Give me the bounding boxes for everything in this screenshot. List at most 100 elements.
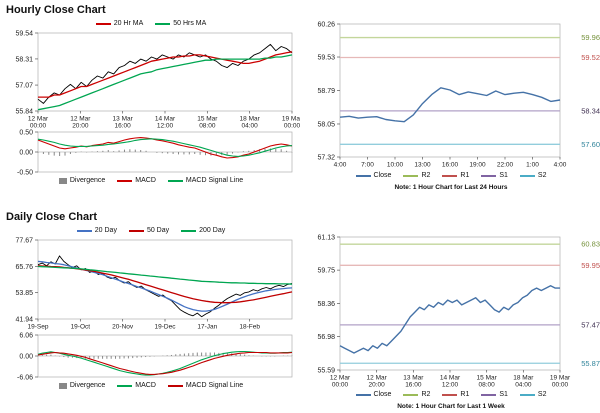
- panel-hourly-pivot: 60.26 59.53 58.79 58.05 57.32 59.96 59.52 58.34…: [300, 0, 600, 207]
- legend-label: MACD: [135, 382, 156, 389]
- y-tick-label: 59.54: [15, 31, 33, 38]
- legend-item: S2: [519, 172, 547, 179]
- series-line: [339, 87, 561, 123]
- y-tick-label: 60.26: [317, 22, 335, 29]
- pivot-level-label: 59.96: [581, 33, 600, 42]
- pivot-level-label: 55.87: [581, 359, 600, 368]
- pivot-level-label: 57.60: [581, 140, 600, 149]
- y-tick-label: -0.50: [17, 170, 33, 177]
- pivot-level-label: 60.83: [581, 240, 600, 249]
- x-tick-label: 14 Mar 12:00: [155, 116, 176, 130]
- y-tick-label: 61.13: [317, 235, 335, 242]
- x-tick-label: 19-Sep: [28, 324, 49, 331]
- legend-item: R2: [403, 172, 430, 179]
- series-line: [37, 351, 293, 375]
- legend-item: MACD Signal Line: [167, 382, 243, 389]
- pivot-level-label: 59.52: [581, 53, 600, 62]
- daily-macd-chart: 6.06 0.00 -6.06: [17, 333, 293, 382]
- legend-swatch: [167, 179, 183, 182]
- y-tick-label: 0.00: [19, 354, 33, 361]
- x-tick-label: 12 Mar 00:00: [330, 375, 351, 389]
- legend-item: MACD: [117, 177, 156, 184]
- weekly-pivot-chart: 61.13 59.75 58.36 56.98 55.59 60.83 59.95 57.47…: [317, 235, 600, 389]
- series-line: [37, 138, 293, 157]
- x-tick-label: 13 Mar 16:00: [403, 375, 424, 389]
- pivot-level-label: 57.47: [581, 320, 600, 329]
- hourly-macd-legend: Divergence MACD MACD Signal Line: [4, 175, 298, 186]
- y-tick-label: 0.00: [19, 150, 33, 157]
- x-tick-label: 19-Dec: [155, 324, 177, 331]
- legend-swatch: [442, 174, 458, 177]
- x-tick-label: 18-Feb: [239, 324, 260, 331]
- legend-item: R1: [442, 172, 469, 179]
- legend-label: 50 Day: [146, 227, 170, 234]
- daily-chart-title: Daily Close Chart: [6, 211, 98, 223]
- legend-item: 20 Hr MA: [95, 20, 144, 27]
- legend-swatch: [58, 177, 67, 184]
- legend-item: S2: [519, 391, 547, 398]
- legend-label: S2: [537, 172, 547, 179]
- y-tick-label: 77.67: [15, 238, 33, 245]
- legend-item: MACD: [117, 382, 156, 389]
- x-tick-label: 4:00: [334, 162, 347, 169]
- hourly-macd-chart: 0.50 0.00 -0.50: [17, 130, 293, 177]
- plot-area: [339, 236, 561, 371]
- legend-label: 50 Hrs MA: [173, 20, 207, 27]
- x-tick-label: 16:00: [442, 162, 459, 169]
- legend-label: MACD: [135, 177, 156, 184]
- legend-item: Close: [355, 391, 392, 398]
- y-tick-label: 0.50: [19, 130, 33, 137]
- legend-item: S1: [481, 172, 508, 179]
- legend-item: Close: [355, 172, 391, 179]
- x-tick-label: 12 Mar 00:00: [28, 116, 49, 130]
- y-tick-label: 58.05: [317, 121, 335, 128]
- hourly-chart-title: Hourly Close Chart: [6, 4, 106, 16]
- legend-swatch: [117, 384, 133, 387]
- legend-item: 200 Day: [181, 227, 225, 234]
- legend-item: 20 Day: [76, 227, 117, 234]
- panel-daily-close: Daily Close Chart 20 Day 50 Day 200 Day 77…: [0, 207, 300, 413]
- hourly-pivot-legend: Close R2 R1 S1 S2: [304, 170, 598, 181]
- legend-label: R1: [460, 391, 470, 398]
- x-tick-label: 13:00: [414, 162, 431, 169]
- legend-label: R2: [421, 391, 431, 398]
- legend-label: 200 Day: [199, 227, 226, 234]
- series-line: [37, 43, 293, 104]
- panel-weekly-pivot: 61.13 59.75 58.36 56.98 55.59 60.83 59.95 57.47…: [300, 207, 600, 413]
- legend-item: Divergence: [58, 177, 105, 184]
- series-line: [38, 51, 293, 98]
- y-tick-label: 53.85: [15, 290, 33, 297]
- x-tick-label: 22:00: [497, 162, 514, 169]
- legend-label: Close: [373, 391, 392, 398]
- x-tick-label: 19:00: [469, 162, 486, 169]
- y-tick-label: 58.36: [317, 301, 335, 308]
- x-tick-label: 14 Mar 12:00: [440, 375, 461, 389]
- x-tick-label: 20-Nov: [112, 324, 134, 331]
- y-tick-label: 57.07: [15, 83, 33, 90]
- x-tick-label: 18 Mar 04:00: [240, 116, 261, 130]
- legend-item: S1: [481, 391, 508, 398]
- legend-swatch: [519, 393, 535, 396]
- pivot-level-label: 59.95: [581, 261, 600, 270]
- legend-swatch: [355, 393, 371, 396]
- hourly-pivot-chart: 60.26 59.53 58.79 58.05 57.32 59.96 59.52 58.34…: [317, 22, 600, 169]
- panel-hourly-close: Hourly Close Chart 20 Hr MA 50 Hrs MA 59.…: [0, 0, 300, 207]
- pivot-level-label: 58.34: [581, 106, 600, 115]
- legend-swatch: [128, 229, 144, 232]
- weekly-pivot-note: Note: 1 Hour Chart for Last 1 Week: [397, 403, 505, 410]
- legend-label: 20 Hr MA: [113, 20, 144, 27]
- x-tick-label: 10:00: [387, 162, 404, 169]
- legend-label: S2: [537, 391, 547, 398]
- legend-swatch: [403, 393, 419, 396]
- x-tick-label: 13 Mar 16:00: [113, 116, 134, 130]
- legend-swatch: [481, 174, 497, 177]
- legend-swatch: [442, 393, 458, 396]
- legend-item: Divergence: [58, 382, 105, 389]
- legend-label: 20 Day: [94, 227, 117, 234]
- x-tick-label: 15 Mar 08:00: [477, 375, 498, 389]
- y-tick-label: 57.32: [317, 155, 335, 162]
- x-tick-label: 18 Mar 04:00: [513, 375, 534, 389]
- legend-swatch: [519, 174, 535, 177]
